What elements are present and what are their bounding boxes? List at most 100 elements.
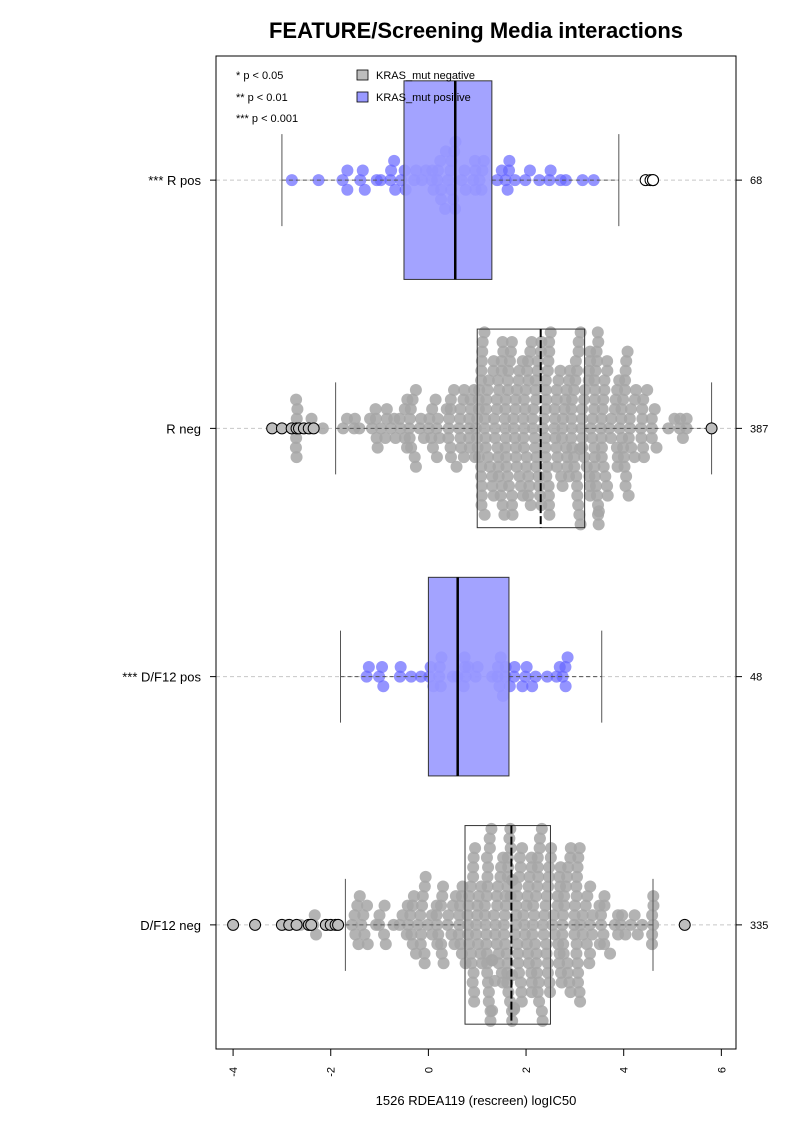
data-point	[403, 412, 416, 425]
data-point	[503, 154, 516, 167]
data-point	[362, 661, 375, 674]
data-point	[415, 928, 428, 941]
count-label: 68	[750, 175, 762, 187]
data-point	[369, 412, 382, 425]
data-point	[573, 986, 586, 999]
data-point	[453, 899, 466, 912]
data-point	[532, 976, 545, 989]
data-point	[316, 422, 329, 435]
data-point	[604, 947, 617, 960]
data-point	[436, 890, 449, 903]
data-point	[522, 489, 535, 502]
data-point	[515, 986, 528, 999]
data-point	[645, 422, 658, 435]
data-point	[529, 393, 542, 406]
data-point	[540, 947, 553, 960]
data-point	[504, 345, 517, 358]
data-point	[406, 899, 419, 912]
data-point	[648, 403, 661, 416]
data-point	[510, 460, 523, 473]
outlier-point	[305, 918, 318, 931]
data-point	[454, 412, 467, 425]
data-point	[481, 966, 494, 979]
data-point	[479, 412, 492, 425]
data-point	[599, 470, 612, 483]
data-point	[541, 460, 554, 473]
data-point	[503, 355, 516, 368]
data-point	[595, 441, 608, 454]
data-point	[522, 880, 535, 893]
data-point	[572, 976, 585, 989]
group-label: *** R pos	[148, 173, 201, 188]
data-point	[499, 441, 512, 454]
data-point	[562, 861, 575, 874]
data-point	[518, 393, 531, 406]
outlier-point	[332, 918, 345, 931]
data-point	[511, 947, 524, 960]
legend-swatch-negative	[356, 69, 369, 81]
data-point	[543, 861, 556, 874]
data-point	[576, 174, 589, 187]
data-point	[526, 918, 539, 931]
data-point	[584, 880, 597, 893]
data-point	[478, 909, 491, 922]
data-point	[414, 938, 427, 951]
data-point	[483, 842, 496, 855]
data-point	[539, 374, 552, 387]
data-point	[592, 518, 605, 531]
data-point	[482, 986, 495, 999]
data-point	[556, 412, 569, 425]
data-point	[584, 947, 597, 960]
data-point	[568, 451, 581, 464]
data-point	[662, 422, 675, 435]
data-point	[500, 460, 513, 473]
data-point	[480, 928, 493, 941]
data-point	[583, 957, 596, 970]
data-point	[426, 441, 439, 454]
data-point	[583, 918, 596, 931]
data-point	[529, 938, 542, 951]
data-point	[527, 422, 540, 435]
data-point	[499, 899, 512, 912]
data-point	[443, 412, 456, 425]
data-point	[491, 880, 504, 893]
outlier-point	[705, 422, 718, 435]
data-point	[529, 670, 542, 683]
data-point	[556, 918, 569, 931]
data-point	[472, 890, 485, 903]
data-point	[497, 918, 510, 931]
data-point	[379, 431, 392, 444]
data-point	[435, 947, 448, 960]
data-point	[468, 986, 481, 999]
data-point	[601, 364, 614, 377]
data-point	[509, 393, 522, 406]
data-point	[533, 174, 546, 187]
data-point	[646, 928, 659, 941]
data-point	[455, 441, 468, 454]
outlier-point	[646, 174, 659, 187]
data-point	[540, 393, 553, 406]
data-point	[479, 441, 492, 454]
data-point	[423, 412, 436, 425]
data-point	[402, 918, 415, 931]
data-point	[521, 890, 534, 903]
x-tick-label: -2	[326, 1067, 338, 1077]
legend-label-positive: KRAS_mut positive	[376, 92, 471, 104]
outlier-points	[227, 174, 718, 931]
data-point	[535, 822, 548, 835]
data-point	[464, 880, 477, 893]
data-point	[539, 383, 552, 396]
data-point	[418, 947, 431, 960]
data-point	[571, 861, 584, 874]
count-label: 335	[750, 920, 768, 932]
data-point	[444, 451, 457, 464]
data-point	[598, 938, 611, 951]
data-point	[641, 383, 654, 396]
data-point	[492, 374, 505, 387]
data-point	[503, 479, 516, 492]
data-point	[289, 441, 302, 454]
data-point	[598, 890, 611, 903]
data-point	[590, 489, 603, 502]
data-point	[454, 403, 467, 416]
